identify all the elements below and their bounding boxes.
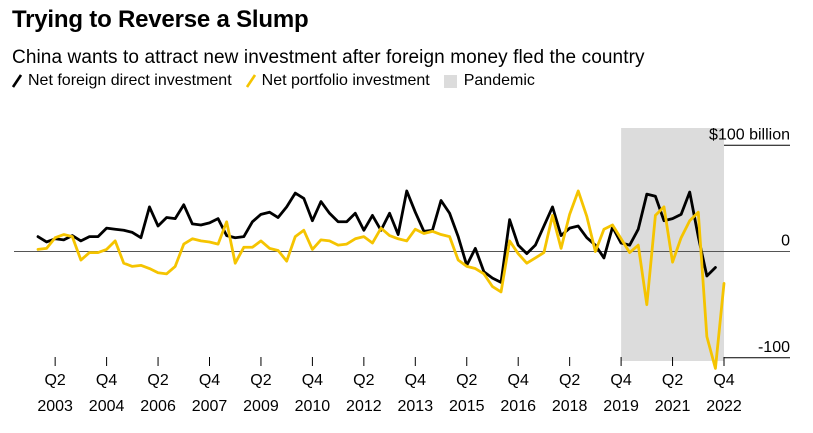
series-line-fdi: [36, 189, 717, 284]
x-tick-label-quarter: Q4: [96, 372, 117, 389]
x-tick-label-year: 2004: [89, 398, 125, 415]
x-tick-label-quarter: Q2: [662, 372, 683, 389]
x-tick-label-quarter: Q2: [353, 372, 374, 389]
x-tick-label-year: 2006: [140, 398, 176, 415]
y-tick-label: -100: [758, 339, 790, 356]
legend-label-fdi: Net foreign direct investment: [28, 72, 232, 89]
x-tick-label-year: 2022: [706, 398, 742, 415]
x-tick-label-year: 2012: [346, 398, 382, 415]
x-tick-label-quarter: Q2: [559, 372, 580, 389]
x-tick-label-year: 2007: [192, 398, 228, 415]
legend-item-fdi: Net foreign direct investment: [11, 72, 232, 90]
x-tick-label-year: 2018: [552, 398, 588, 415]
pandemic-shaded-region: [621, 128, 724, 361]
x-tick-label-quarter: Q2: [250, 372, 271, 389]
y-tick-label: 0: [781, 233, 790, 250]
x-tick-label-quarter: Q4: [610, 372, 631, 389]
x-tick-label-year: 2015: [449, 398, 485, 415]
x-tick-label-year: 2003: [37, 398, 73, 415]
legend-label-pandemic: Pandemic: [463, 72, 535, 89]
x-tick-label-year: 2009: [243, 398, 279, 415]
x-tick-label-quarter: Q4: [713, 372, 734, 389]
x-tick-label-year: 2019: [603, 398, 639, 415]
legend-item-portfolio: Net portfolio investment: [245, 72, 430, 90]
gray-box-icon: [443, 74, 457, 88]
x-tick-label-quarter: Q4: [302, 372, 323, 389]
yellow-line-icon: [245, 74, 256, 88]
legend: Net foreign direct investment Net portfo…: [11, 72, 549, 90]
x-tick-label-quarter: Q4: [199, 372, 220, 389]
series-line-portfolio: [36, 189, 726, 370]
legend-item-pandemic: Pandemic: [443, 72, 535, 90]
x-tick-label-quarter: Q4: [508, 372, 529, 389]
x-tick-label-year: 2013: [398, 398, 434, 415]
chart-subtitle: China wants to attract new investment af…: [12, 47, 645, 68]
y-tick-label: $100 billion: [709, 126, 790, 143]
x-tick-label-year: 2021: [655, 398, 691, 415]
black-line-icon: [11, 74, 23, 88]
x-tick-label-quarter: Q2: [147, 372, 168, 389]
x-tick-label-year: 2010: [295, 398, 331, 415]
chart-title: Trying to Reverse a Slump: [12, 6, 309, 33]
legend-label-portfolio: Net portfolio investment: [261, 72, 430, 89]
x-tick-label-year: 2016: [500, 398, 536, 415]
x-tick-label-quarter: Q2: [44, 372, 65, 389]
x-tick-label-quarter: Q2: [456, 372, 477, 389]
x-tick-label-quarter: Q4: [405, 372, 426, 389]
